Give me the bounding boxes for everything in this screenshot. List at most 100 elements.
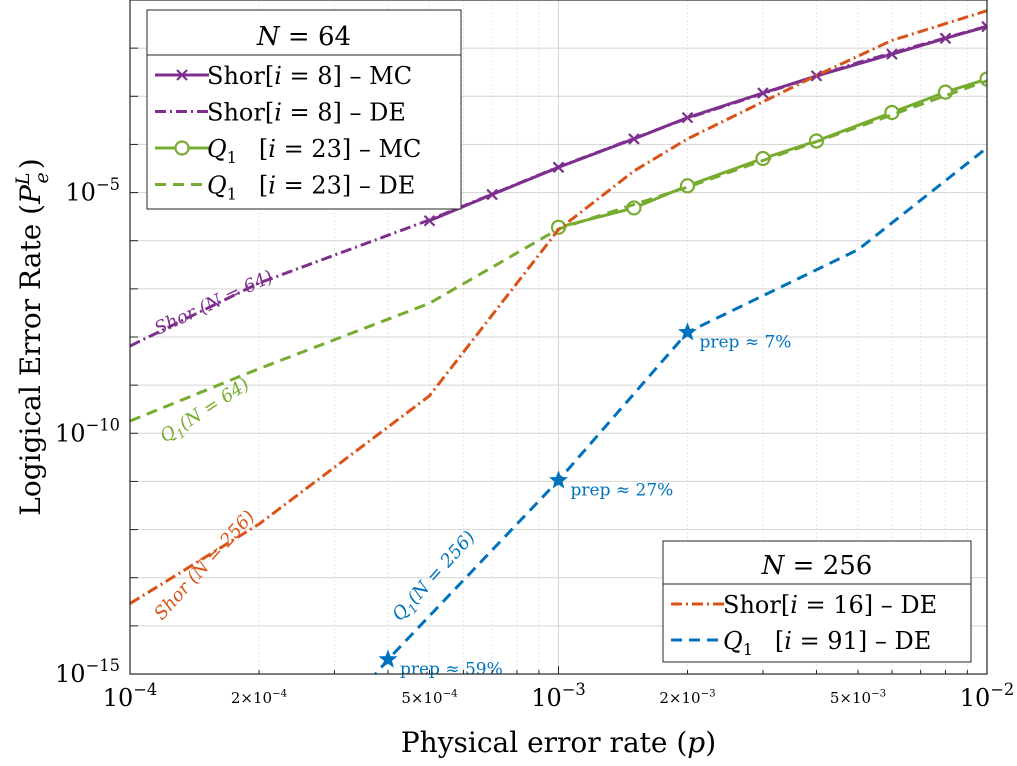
y-axis-label-group: Logigical Error Rate (PLe) [12,158,53,516]
series-line-1 [130,24,987,348]
tick-label: 10−2 [960,680,1015,712]
leg-title-var: N [761,551,786,581]
leg-a: Shor[ [723,591,790,619]
tick-base: 10 [103,684,134,712]
legend-title: N = 64 [256,22,351,52]
tick-exp: −4 [443,688,458,699]
leg-i: i [274,99,282,127]
leg-q: Q [207,172,227,200]
leg-b: = 16] – DE [798,591,937,619]
leg-q: Q [207,135,227,163]
tick-mant: 2× [231,689,253,707]
legend-entry-label: Q1 [i = 23] – DE [207,172,415,204]
legend-swatch-marker [176,69,188,81]
star-label: prep ≈ 7% [699,332,791,352]
leg-b: = 8] – DE [282,99,406,127]
leg-i: i [274,62,282,90]
tick-label: 10−5 [65,175,120,207]
tick-mant: 5× [401,689,423,707]
leg-b: = 91] – DE [792,627,931,655]
legend-entry-label: Q1 [i = 91] – DE [723,627,931,659]
leg-sub: 1 [743,640,753,659]
star-marker [678,322,697,341]
star-label: prep ≈ 59% [400,660,503,680]
tick-base: 10 [852,689,871,707]
series-line-5 [373,146,987,674]
legend-entry-label: Q1 [i = 23] – MC [207,135,421,167]
star-marker [549,470,568,489]
leg-i: i [268,135,276,163]
tick-mant: 2× [659,689,681,707]
legend-swatch-marker [174,140,190,156]
leg-sub: 1 [227,148,237,167]
ylabel-sub: e [31,172,53,183]
series-marker-circle [679,178,696,194]
star-label: prep ≈ 27% [571,480,674,500]
leg-b: = 8] – MC [282,62,412,90]
tick-label: 10−4 [103,680,158,712]
tick-exp: −15 [86,656,120,675]
series-line-4 [130,9,987,605]
tick-exp: −3 [562,680,586,699]
xlabel-var: p [687,726,705,759]
series-marker-x [486,188,498,201]
star-marker [378,649,398,668]
tick-mant: 5× [830,689,852,707]
series-marker-x [939,32,952,45]
legend-box [146,9,462,210]
ylabel-var: P [14,184,47,205]
legend-entry-label: Shor[i = 16] – DE [723,591,937,619]
tick-label: 10−15 [55,656,120,688]
tick-exp: −10 [86,415,120,434]
xlabel-paren: ) [705,726,716,759]
tick-exp: −3 [871,688,886,699]
tick-base: 10 [55,419,86,447]
leg-br: [ [259,135,268,163]
ticks [129,0,968,675]
tick-label: 10−10 [55,415,120,447]
ylabel-sup: L [12,172,34,186]
tick-base: 10 [960,684,991,712]
series-line-2 [558,77,987,229]
x-axis-label: Physical error rate (p) [401,726,716,759]
tick-label: 5×10−3 [830,688,886,707]
leg-i: i [784,627,792,655]
legend-box [662,540,972,663]
leg-b: = 23] – MC [276,135,421,163]
tick-base: 10 [681,689,700,707]
tick-base: 10 [65,179,96,207]
leg-title-val: = 256 [784,551,872,581]
leg-b: = 23] – DE [276,172,415,200]
leg-i: i [790,591,798,619]
tick-exp: −4 [133,680,157,699]
tick-base: 10 [253,689,272,707]
leg-title-var: N [256,22,281,52]
ylabel-text: Logigical Error Rate ( [14,204,47,516]
tick-exp: −3 [701,688,716,699]
tick-label: 5×10−4 [401,688,457,707]
ylabel-paren: ) [14,158,47,169]
legend-entry-label: Shor[i = 8] – MC [207,62,412,90]
xlabel-text: Physical error rate ( [401,726,687,759]
legend-title: N = 256 [761,551,873,581]
y-axis-label: Logigical Error Rate (PLe) [12,158,53,516]
leg-a: Shor[ [207,99,274,127]
leg-br: [ [775,627,784,655]
leg-i: i [268,172,276,200]
leg-sub: 1 [227,185,237,204]
series-marker-circle [937,84,954,100]
tick-base: 10 [424,689,443,707]
tick-label: 2×10−4 [231,688,287,707]
plot-series [130,9,987,674]
series-marker-x [981,20,987,33]
tick-label: 2×10−3 [659,688,715,707]
tick-exp: −5 [96,175,120,194]
tick-base: 10 [55,660,86,688]
leg-br: [ [259,172,268,200]
leg-a: Shor[ [207,62,274,90]
tick-exp: −4 [272,688,287,699]
tick-base: 10 [531,684,562,712]
